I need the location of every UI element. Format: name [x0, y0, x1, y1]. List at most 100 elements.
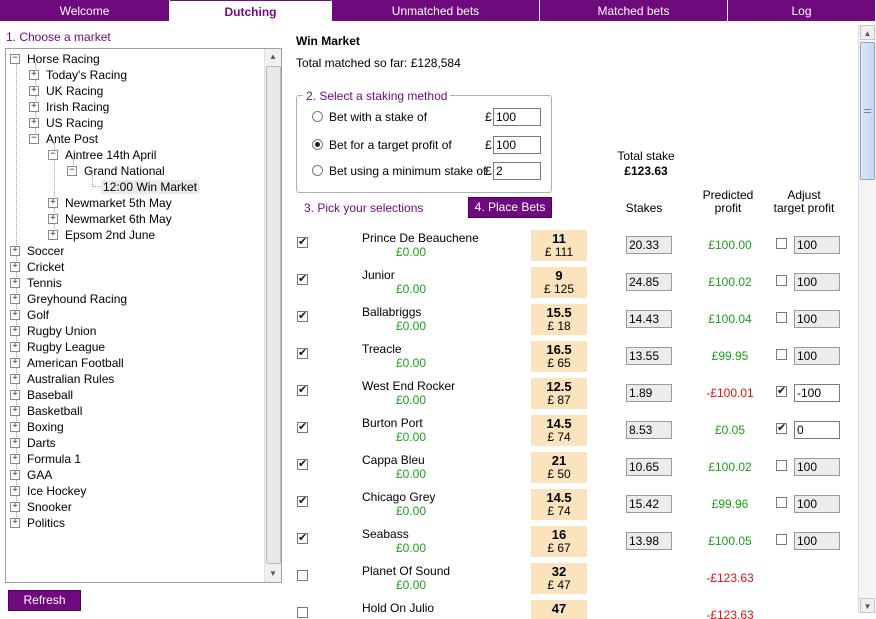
tree-node-sport[interactable]: + Tennis [10, 275, 62, 291]
tree-node-win-market[interactable]: 12:00 Win Market [101, 179, 200, 195]
collapse-icon[interactable]: − [67, 166, 77, 176]
expand-icon[interactable]: + [29, 102, 39, 112]
tree-node-sport[interactable]: + Politics [10, 515, 65, 531]
adjust-target-input[interactable]: 100 [794, 495, 840, 513]
odds-button[interactable]: 16.5 £ 65 [531, 341, 587, 372]
expand-icon[interactable]: + [10, 390, 20, 400]
selection-checkbox[interactable]: ✔ [297, 458, 308, 470]
expand-icon[interactable]: + [10, 406, 20, 416]
expand-icon[interactable]: + [10, 310, 20, 320]
stake-field[interactable]: 13.55 [626, 347, 672, 365]
expand-icon[interactable]: + [10, 326, 20, 336]
expand-icon[interactable]: + [10, 454, 20, 464]
tree-node-aintree[interactable]: − Aintree 14th April [48, 147, 156, 163]
tab-log[interactable]: Log [728, 0, 876, 21]
staking-value-input[interactable]: 2 [493, 162, 541, 180]
tree-node-grand-national[interactable]: − Grand National [67, 163, 165, 179]
adjust-checkbox[interactable] [776, 312, 787, 323]
staking-value-input[interactable]: 100 [493, 108, 541, 126]
tree-node-sport[interactable]: + Formula 1 [10, 451, 81, 467]
tree-node-sport[interactable]: + Soccer [10, 243, 64, 259]
tree-node-sport[interactable]: + Cricket [10, 259, 64, 275]
tree-node-sport[interactable]: + Darts [10, 435, 56, 451]
tab-dutching[interactable]: Dutching [170, 0, 332, 22]
selection-checkbox[interactable]: ✔ [297, 384, 308, 396]
main-scrollbar[interactable]: ▲ ▼ [858, 25, 876, 613]
tree-scrollbar[interactable]: ▲ ▼ [264, 49, 281, 582]
odds-button[interactable]: 12.5 £ 87 [531, 378, 587, 409]
scroll-up-icon[interactable]: ▲ [269, 52, 277, 61]
stake-field[interactable]: 24.85 [626, 273, 672, 291]
stake-field[interactable]: 15.42 [626, 495, 672, 513]
stake-field[interactable]: 13.98 [626, 532, 672, 550]
odds-button[interactable]: 47 [531, 600, 587, 619]
expand-icon[interactable]: + [10, 294, 20, 304]
odds-button[interactable]: 21 £ 50 [531, 452, 587, 483]
selection-checkbox[interactable]: ✔ [297, 273, 308, 285]
staking-radio[interactable] [312, 111, 323, 122]
tab-unmatched-bets[interactable]: Unmatched bets [332, 0, 540, 21]
tree-node-sport[interactable]: + Golf [10, 307, 49, 323]
tree-node-sport[interactable]: + Baseball [10, 387, 73, 403]
odds-button[interactable]: 9 £ 125 [531, 267, 587, 298]
tree-node-uk-racing[interactable]: + UK Racing [29, 83, 103, 99]
adjust-target-input[interactable]: 100 [794, 310, 840, 328]
stake-field[interactable]: 1.89 [626, 384, 672, 402]
expand-icon[interactable]: + [10, 246, 20, 256]
selection-checkbox[interactable]: ✔ [297, 495, 308, 507]
selection-checkbox[interactable] [297, 607, 308, 618]
tree-node-sport[interactable]: + Rugby League [10, 339, 105, 355]
expand-icon[interactable]: + [10, 438, 20, 448]
adjust-target-input[interactable]: 100 [794, 458, 840, 476]
adjust-target-input[interactable]: -100 [794, 384, 840, 402]
tree-node-us-racing[interactable]: + US Racing [29, 115, 103, 131]
selection-checkbox[interactable]: ✔ [297, 532, 308, 544]
place-bets-button[interactable]: 4. Place Bets [468, 197, 552, 218]
tree-node-irish-racing[interactable]: + Irish Racing [29, 99, 109, 115]
selection-checkbox[interactable]: ✔ [297, 236, 308, 248]
expand-icon[interactable]: + [10, 518, 20, 528]
odds-button[interactable]: 16 £ 67 [531, 526, 587, 557]
adjust-target-input[interactable]: 100 [794, 236, 840, 254]
adjust-checkbox[interactable] [776, 349, 787, 360]
tree-node-sport[interactable]: + GAA [10, 467, 52, 483]
selection-checkbox[interactable]: ✔ [297, 421, 308, 433]
expand-icon[interactable]: + [10, 342, 20, 352]
tree-node-ante-post[interactable]: − Ante Post [29, 131, 98, 147]
tree-node-newmarket-5th[interactable]: + Newmarket 5th May [48, 195, 172, 211]
expand-icon[interactable]: + [48, 214, 58, 224]
collapse-icon[interactable]: − [10, 54, 20, 64]
stake-field[interactable]: 8.53 [626, 421, 672, 439]
adjust-target-input[interactable]: 0 [794, 421, 840, 439]
tree-node-sport[interactable]: + Rugby Union [10, 323, 96, 339]
collapse-icon[interactable]: − [48, 150, 58, 160]
odds-button[interactable]: 14.5 £ 74 [531, 415, 587, 446]
market-tree[interactable]: − Horse Racing + Today's Racing + UK Racing… [5, 48, 282, 583]
stake-field[interactable]: 20.33 [626, 236, 672, 254]
expand-icon[interactable]: + [10, 262, 20, 272]
odds-button[interactable]: 32 £ 47 [531, 563, 587, 594]
tree-node-sport[interactable]: + Snooker [10, 499, 72, 515]
odds-button[interactable]: 15.5 £ 18 [531, 304, 587, 335]
stake-field[interactable]: 10.65 [626, 458, 672, 476]
adjust-checkbox[interactable] [776, 534, 787, 545]
adjust-checkbox[interactable] [776, 275, 787, 286]
staking-radio[interactable] [312, 165, 323, 176]
odds-button[interactable]: 14.5 £ 74 [531, 489, 587, 520]
scroll-down-icon[interactable]: ▼ [269, 569, 277, 578]
scroll-up-icon[interactable]: ▲ [860, 25, 875, 40]
tree-node-sport[interactable]: + Greyhound Racing [10, 291, 127, 307]
refresh-button[interactable]: Refresh [8, 590, 81, 611]
expand-icon[interactable]: + [10, 502, 20, 512]
odds-button[interactable]: 11 £ 111 [531, 230, 587, 261]
tree-node-sport[interactable]: + Basketball [10, 403, 82, 419]
tree-node-newmarket-6th[interactable]: + Newmarket 6th May [48, 211, 172, 227]
collapse-icon[interactable]: − [29, 134, 39, 144]
adjust-target-input[interactable]: 100 [794, 273, 840, 291]
adjust-checkbox[interactable]: ✔ [776, 385, 787, 397]
expand-icon[interactable]: + [29, 70, 39, 80]
main-scroll-thumb[interactable] [860, 42, 875, 180]
tree-node-sport[interactable]: + American Football [10, 355, 124, 371]
expand-icon[interactable]: + [29, 86, 39, 96]
expand-icon[interactable]: + [10, 358, 20, 368]
